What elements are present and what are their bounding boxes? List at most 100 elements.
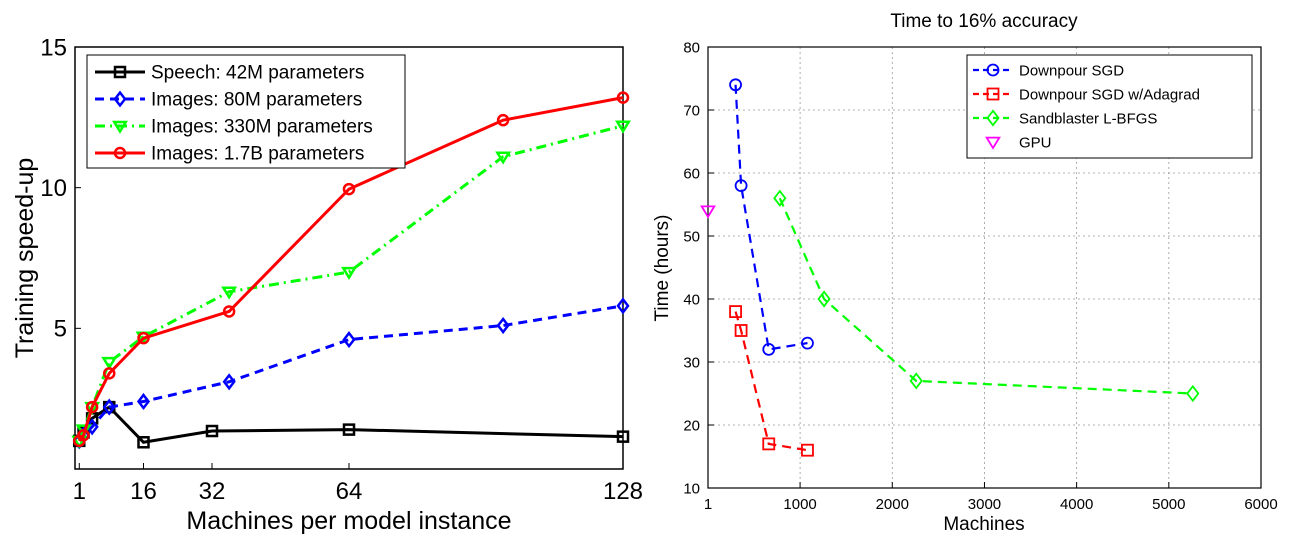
data-point — [616, 91, 630, 104]
data-point — [137, 331, 150, 345]
y-tick-label: 80 — [683, 39, 700, 56]
x-tick-label: 32 — [199, 478, 226, 505]
data-point — [136, 392, 151, 411]
data-point — [616, 297, 630, 315]
series-3 — [700, 205, 716, 219]
right-series — [700, 78, 1200, 457]
data-point — [762, 437, 776, 451]
legend-marker — [986, 87, 1000, 101]
data-point — [729, 78, 742, 92]
right-x-ticks: 1 1000 2000 3000 4000 5000 6000 — [704, 482, 1278, 513]
y-tick-label: 40 — [683, 291, 700, 308]
legend-marker — [986, 63, 1000, 77]
speedup-chart: 1 16 32 64 128 5 10 15 Machines per model inst… — [11, 34, 643, 535]
x-tick-label: 5000 — [1152, 496, 1185, 513]
data-point — [615, 120, 631, 134]
data-point — [137, 436, 150, 449]
y-tick-label: 10 — [683, 480, 700, 497]
data-point — [103, 367, 116, 380]
right-legend-box — [966, 54, 1253, 159]
data-point — [495, 151, 512, 165]
series-line — [78, 96, 624, 442]
data-point — [342, 182, 356, 196]
series-line — [77, 124, 624, 442]
x-tick-label: 2000 — [876, 496, 909, 513]
data-point — [496, 316, 510, 335]
left-legend: Speech: 42M parameters Images: 80M parame… — [86, 54, 406, 169]
data-point — [1186, 384, 1200, 403]
legend-marker — [986, 109, 1000, 127]
left-x-ticks: 1 16 32 64 128 — [73, 463, 643, 505]
series-1 — [729, 305, 814, 457]
data-point — [773, 189, 787, 207]
data-point — [341, 266, 357, 280]
x-tick-label: 6000 — [1244, 496, 1277, 513]
data-point — [817, 290, 831, 308]
data-point — [222, 373, 236, 391]
legend-label: Images: 330M parameters — [151, 117, 373, 138]
data-point — [734, 324, 748, 337]
x-tick-label: 64 — [336, 478, 363, 505]
left-legend-box — [86, 54, 406, 169]
y-tick-label: 70 — [683, 102, 700, 119]
right-y-axis-label: Time (hours) — [652, 215, 673, 322]
series-line — [734, 311, 808, 452]
legend-marker — [113, 65, 127, 79]
series-0 — [729, 78, 814, 356]
data-point — [801, 443, 814, 457]
right-y-ticks: 10 20 30 40 50 60 70 80 — [683, 39, 714, 497]
time-chart: Time to 16% accuracy 1 1000 2000 3000 4000 50… — [652, 11, 1278, 535]
data-point — [342, 423, 356, 436]
data-point — [102, 398, 116, 416]
y-tick-label: 60 — [683, 165, 700, 182]
data-point — [909, 372, 923, 390]
data-point — [700, 205, 716, 219]
right-chart-title: Time to 16% accuracy — [890, 11, 1078, 32]
x-tick-label: 1 — [704, 496, 712, 513]
data-point — [496, 113, 510, 127]
x-tick-label: 128 — [603, 478, 643, 505]
data-point — [205, 424, 219, 438]
series-0 — [73, 400, 630, 449]
y-tick-label: 30 — [683, 354, 700, 371]
legend-marker — [985, 136, 1001, 150]
y-tick-label: 15 — [40, 34, 67, 61]
series-3 — [73, 91, 630, 448]
legend-label: Speech: 42M parameters — [151, 63, 364, 84]
data-point — [616, 430, 630, 443]
legend-label: GPU — [1019, 134, 1052, 151]
data-point — [77, 428, 90, 442]
legend-label: Sandblaster L-BFGS — [1019, 110, 1157, 127]
y-tick-label: 20 — [683, 417, 700, 434]
left-y-ticks: 5 10 15 — [40, 34, 81, 470]
x-tick-label: 4000 — [1060, 496, 1093, 513]
data-point — [221, 286, 238, 300]
legend-marker — [113, 90, 127, 108]
data-point — [762, 342, 776, 356]
series-2 — [773, 189, 1200, 403]
legend-marker — [113, 146, 127, 160]
x-tick-label: 3000 — [968, 496, 1001, 513]
y-tick-label: 50 — [683, 228, 700, 245]
legend-label: Downpour SGD — [1019, 62, 1124, 79]
y-tick-label: 5 — [54, 316, 67, 343]
data-point — [85, 400, 99, 414]
data-point — [734, 179, 748, 193]
data-point — [801, 336, 814, 350]
data-point — [342, 331, 356, 349]
series-line — [778, 197, 1193, 395]
data-point — [729, 305, 742, 319]
legend-marker — [112, 120, 128, 134]
x-tick-label: 1 — [73, 478, 86, 505]
left-series — [71, 91, 631, 450]
x-tick-label: 16 — [130, 478, 157, 505]
series-line — [78, 304, 624, 442]
left-x-axis-label: Machines per model instance — [186, 507, 511, 535]
legend-label: Downpour SGD w/Adagrad — [1019, 86, 1200, 103]
data-point — [222, 305, 236, 318]
x-tick-label: 1000 — [783, 496, 816, 513]
data-point — [101, 356, 118, 371]
legend-label: Images: 1.7B parameters — [151, 144, 364, 165]
right-legend: Downpour SGD Downpour SGD w/Adagrad Sandbl… — [966, 54, 1253, 159]
